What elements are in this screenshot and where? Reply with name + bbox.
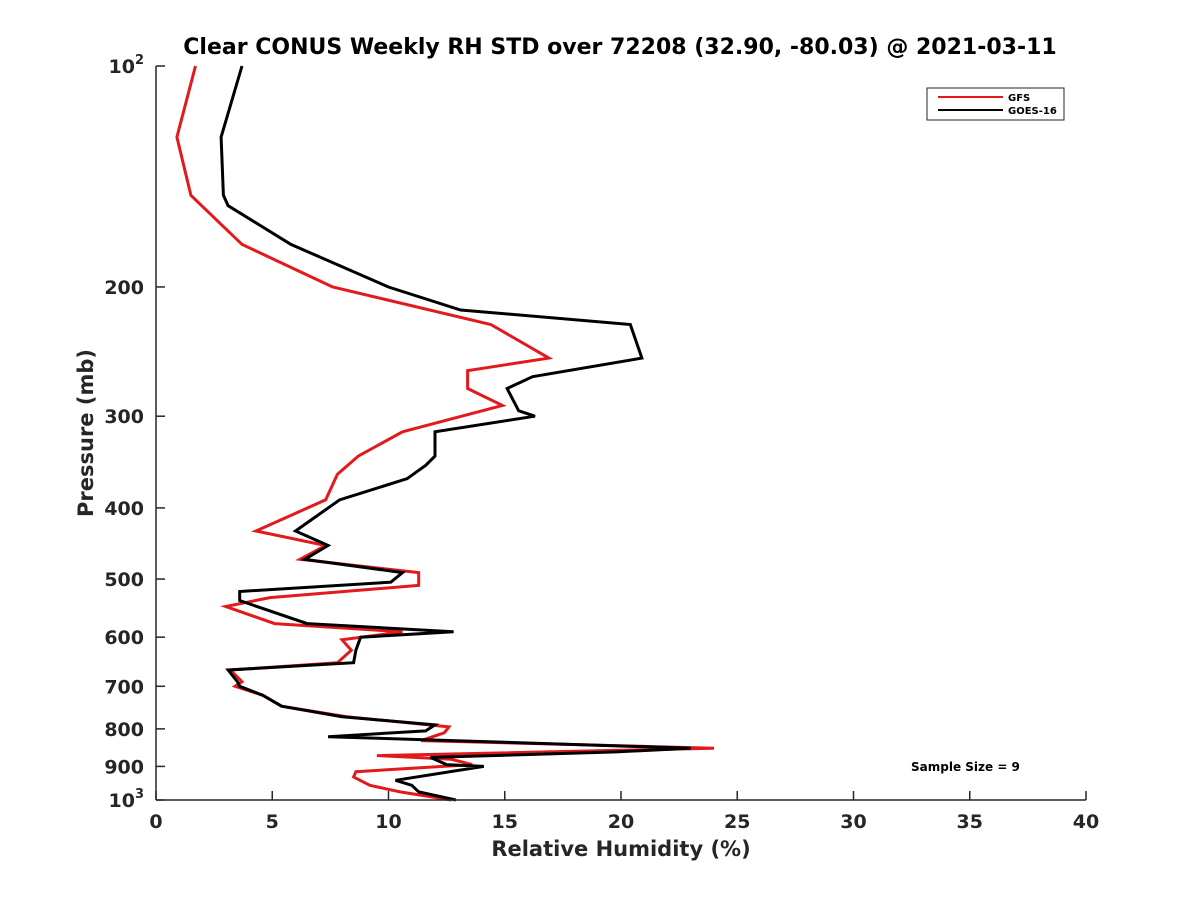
plot-lines <box>175 65 715 802</box>
y-tick-exponent: 2 <box>135 53 144 68</box>
y-tick-label: 103 <box>109 787 145 812</box>
legend: GFS GOES-16 <box>926 87 1065 121</box>
x-tick-label: 25 <box>724 811 750 833</box>
y-tick-label: 300 <box>104 406 144 428</box>
x-tick-label: 30 <box>840 811 866 833</box>
sample-size-annotation: Sample Size = 9 <box>911 760 1020 774</box>
x-tick-label: 20 <box>608 811 634 833</box>
plot-area <box>156 66 1086 800</box>
y-tick-label: 400 <box>104 498 144 520</box>
x-tick-label: 0 <box>149 811 162 833</box>
y-tick-base: 500 <box>104 569 144 591</box>
y-tick-base: 10 <box>109 56 135 78</box>
x-tick-label: 40 <box>1073 811 1099 833</box>
y-tick-label: 800 <box>104 719 144 741</box>
y-tick-base: 200 <box>104 277 144 299</box>
chart-title: Clear CONUS Weekly RH STD over 72208 (32… <box>183 35 1056 60</box>
y-tick-label: 102 <box>109 53 145 78</box>
legend-label-gfs: GFS <box>1008 93 1030 104</box>
y-tick-base: 300 <box>104 406 144 428</box>
legend-box <box>926 87 1065 121</box>
y-tick-base: 900 <box>104 756 144 778</box>
series-line-gfs <box>175 65 715 802</box>
y-tick-base: 800 <box>104 719 144 741</box>
y-tick-exponent: 3 <box>135 787 144 802</box>
y-tick-base: 10 <box>109 790 135 812</box>
y-tick-label: 900 <box>104 756 144 778</box>
y-tick-base: 700 <box>104 676 144 698</box>
y-tick-label: 500 <box>104 569 144 591</box>
x-tick-label: 10 <box>375 811 401 833</box>
x-axis-label: Relative Humidity (%) <box>491 837 750 861</box>
y-axis-label: Pressure (mb) <box>74 349 98 517</box>
x-tick-label: 5 <box>266 811 279 833</box>
x-ticks: 0 5 10 15 20 25 30 35 40 <box>149 791 1099 833</box>
legend-label-goes16: GOES-16 <box>1008 106 1057 117</box>
y-tick-label: 700 <box>104 676 144 698</box>
series-line-goes16 <box>219 65 691 802</box>
y-tick-base: 600 <box>104 627 144 649</box>
x-tick-label: 15 <box>492 811 518 833</box>
y-tick-label: 600 <box>104 627 144 649</box>
y-tick-label: 200 <box>104 277 144 299</box>
y-tick-base: 400 <box>104 498 144 520</box>
x-tick-label: 35 <box>957 811 983 833</box>
